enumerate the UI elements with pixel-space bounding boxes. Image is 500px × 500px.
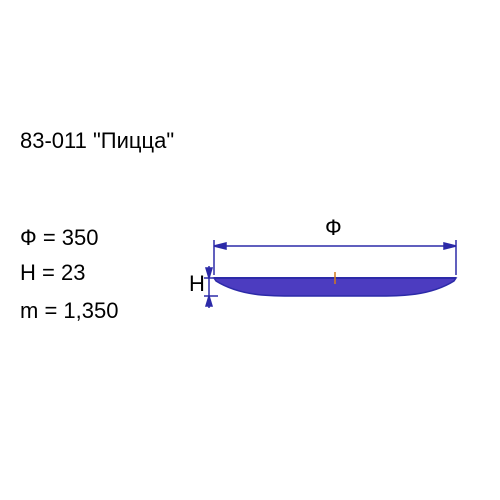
plate-drawing xyxy=(0,0,500,500)
diagram-canvas: 83-011 "Пицца" Ф = 350 H = 23 m = 1,350 … xyxy=(0,0,500,500)
